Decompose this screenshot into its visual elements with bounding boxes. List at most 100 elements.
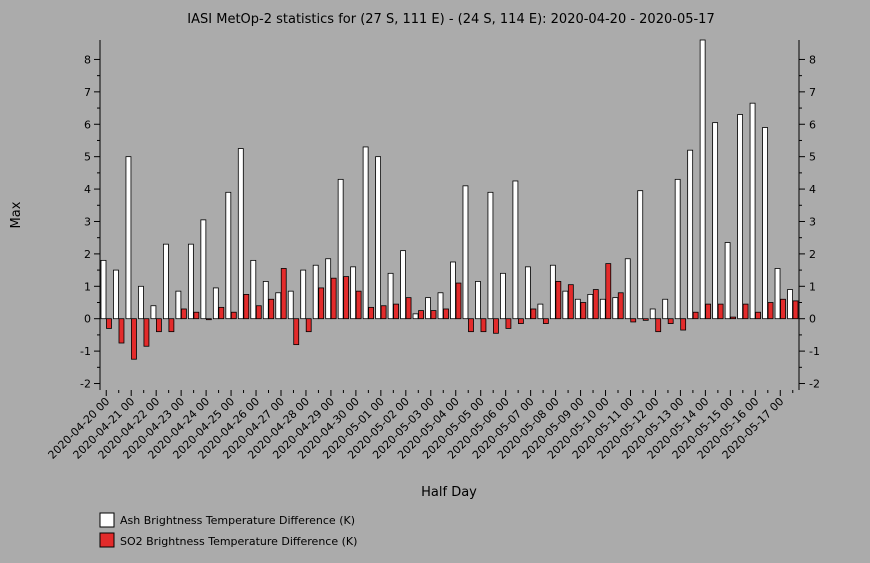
chart-title: IASI MetOp-2 statistics for (27 S, 111 E… [187, 12, 714, 27]
bar-so2 [180, 308, 187, 320]
x-axis-label: Half Day [421, 485, 477, 500]
y-tick-label-right: 2 [809, 248, 816, 261]
bars [100, 39, 799, 360]
bar-ash [475, 281, 481, 320]
bar-so2 [443, 308, 449, 320]
bar-so2 [780, 298, 786, 320]
bar-so2 [493, 318, 499, 334]
legend-swatch-so2 [99, 532, 115, 548]
bar-ash [649, 308, 656, 320]
bar-ash [462, 185, 469, 320]
bar-so2 [355, 290, 362, 320]
bar-ash [350, 266, 357, 320]
y-tick-label-right: 6 [809, 118, 816, 131]
bar-so2 [742, 303, 749, 320]
bar-ash [163, 243, 169, 320]
y-tick-label-right: 8 [809, 53, 816, 66]
bar-so2 [480, 318, 487, 333]
bar-ash [662, 298, 669, 320]
bar-ash [262, 281, 269, 320]
bar-ash [537, 303, 544, 320]
bar-ash [375, 156, 381, 320]
bar-so2 [368, 306, 375, 320]
bar-so2 [717, 303, 724, 320]
bar-so2 [518, 318, 524, 324]
y-tick-label-left: 6 [84, 118, 91, 131]
bar-so2 [630, 318, 637, 323]
bar-so2 [418, 310, 424, 320]
bar-so2 [255, 305, 262, 320]
bar-ash [425, 297, 431, 320]
bar-so2 [530, 308, 537, 320]
bar-ash [225, 191, 232, 320]
y-tick-label-right: -1 [809, 345, 820, 358]
y-tick-label-right: 4 [809, 183, 816, 196]
bar-ash [574, 298, 581, 320]
bar-ash [787, 289, 793, 320]
bar-ash [237, 148, 244, 320]
bar-ash [362, 146, 369, 320]
bar-ash [200, 219, 207, 320]
bar-ash [412, 313, 419, 320]
bar-so2 [730, 316, 736, 320]
bar-so2 [755, 311, 761, 320]
y-tick-label-left: 5 [84, 151, 91, 164]
bar-so2 [293, 318, 300, 346]
y-tick-label-left: 4 [84, 183, 91, 196]
bar-ash [549, 264, 556, 320]
bar-ash [687, 149, 694, 320]
bar-ash [325, 258, 332, 320]
bar-so2 [193, 311, 200, 320]
bar-ash [762, 127, 768, 320]
bar-ash [387, 272, 394, 320]
bar-so2 [268, 298, 275, 320]
y-tick-label-right: 1 [809, 280, 816, 293]
bar-ash [437, 292, 444, 320]
bar-ash [562, 290, 569, 320]
bar-so2 [318, 287, 325, 320]
y-tick-label-right: -2 [809, 378, 820, 391]
bar-ash [125, 156, 132, 320]
bar-so2 [567, 284, 574, 320]
bar-ash [337, 178, 344, 320]
bar-so2 [156, 318, 162, 333]
y-tick-label-right: 5 [809, 151, 816, 164]
bar-so2 [106, 318, 112, 329]
bar-ash [599, 298, 606, 320]
bar-ash [150, 305, 157, 320]
y-tick-label-left: -1 [80, 345, 91, 358]
bar-ash [724, 242, 731, 320]
bar-so2 [380, 305, 387, 320]
bar-so2 [343, 276, 350, 320]
y-tick-label-left: 7 [84, 86, 91, 99]
bar-so2 [580, 302, 587, 320]
bar-so2 [131, 318, 137, 360]
legend-label-so2: SO2 Brightness Temperature Difference (K… [120, 535, 357, 548]
bar-ash [250, 259, 257, 320]
bar-so2 [455, 282, 462, 320]
bar-ash [512, 180, 519, 320]
bar-ash [212, 287, 219, 320]
bar-ash [138, 285, 144, 320]
legend: Ash Brightness Temperature Difference (K… [99, 512, 357, 548]
bar-so2 [655, 318, 662, 333]
bar-so2 [305, 318, 312, 333]
bar-so2 [118, 318, 125, 344]
bar-ash [312, 264, 319, 320]
bar-ash [113, 269, 119, 320]
bar-so2 [542, 318, 549, 324]
bar-so2 [792, 300, 799, 320]
bar-ash [175, 290, 182, 320]
bar-so2 [555, 281, 562, 320]
bar-ash [737, 114, 743, 320]
y-tick-label-left: 2 [84, 248, 91, 261]
bar-ash [524, 266, 531, 320]
bar-ash [275, 292, 282, 320]
bar-so2 [280, 268, 287, 320]
bar-so2 [405, 297, 412, 320]
legend-swatch-ash [99, 512, 115, 528]
bar-so2 [592, 289, 599, 320]
bar-so2 [692, 311, 699, 320]
